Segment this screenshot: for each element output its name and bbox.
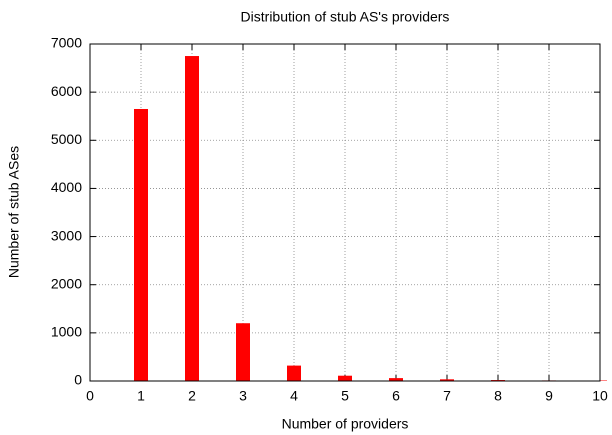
bar <box>185 56 199 382</box>
y-tick-label: 7000 <box>51 35 82 51</box>
bar <box>338 375 352 381</box>
x-tick-label: 0 <box>86 388 94 404</box>
bar <box>440 379 454 381</box>
x-axis-label: Number of providers <box>282 416 409 432</box>
x-tick-label: 2 <box>188 388 196 404</box>
y-tick-label: 0 <box>74 372 82 388</box>
chart-title: Distribution of stub AS's providers <box>241 9 450 25</box>
x-tick-label: 9 <box>545 388 553 404</box>
x-tick-label: 7 <box>443 388 451 404</box>
y-tick-label: 1000 <box>51 324 82 340</box>
bar <box>287 365 301 381</box>
y-tick-label: 3000 <box>51 227 82 243</box>
y-tick-label: 4000 <box>51 179 82 195</box>
y-tick-label: 5000 <box>51 131 82 147</box>
plot-border <box>89 43 601 382</box>
x-tick-label: 5 <box>341 388 349 404</box>
bar <box>389 378 403 381</box>
bar <box>134 108 148 381</box>
x-tick-label: 3 <box>239 388 247 404</box>
x-tick-label: 6 <box>392 388 400 404</box>
x-tick-label: 10 <box>592 388 608 404</box>
x-tick-label: 1 <box>137 388 145 404</box>
y-axis-label: Number of stub ASes <box>6 146 22 278</box>
y-tick-label: 6000 <box>51 83 82 99</box>
bar <box>236 323 250 381</box>
x-tick-label: 4 <box>290 388 298 404</box>
y-tick-label: 2000 <box>51 275 82 291</box>
x-tick-label: 8 <box>494 388 502 404</box>
